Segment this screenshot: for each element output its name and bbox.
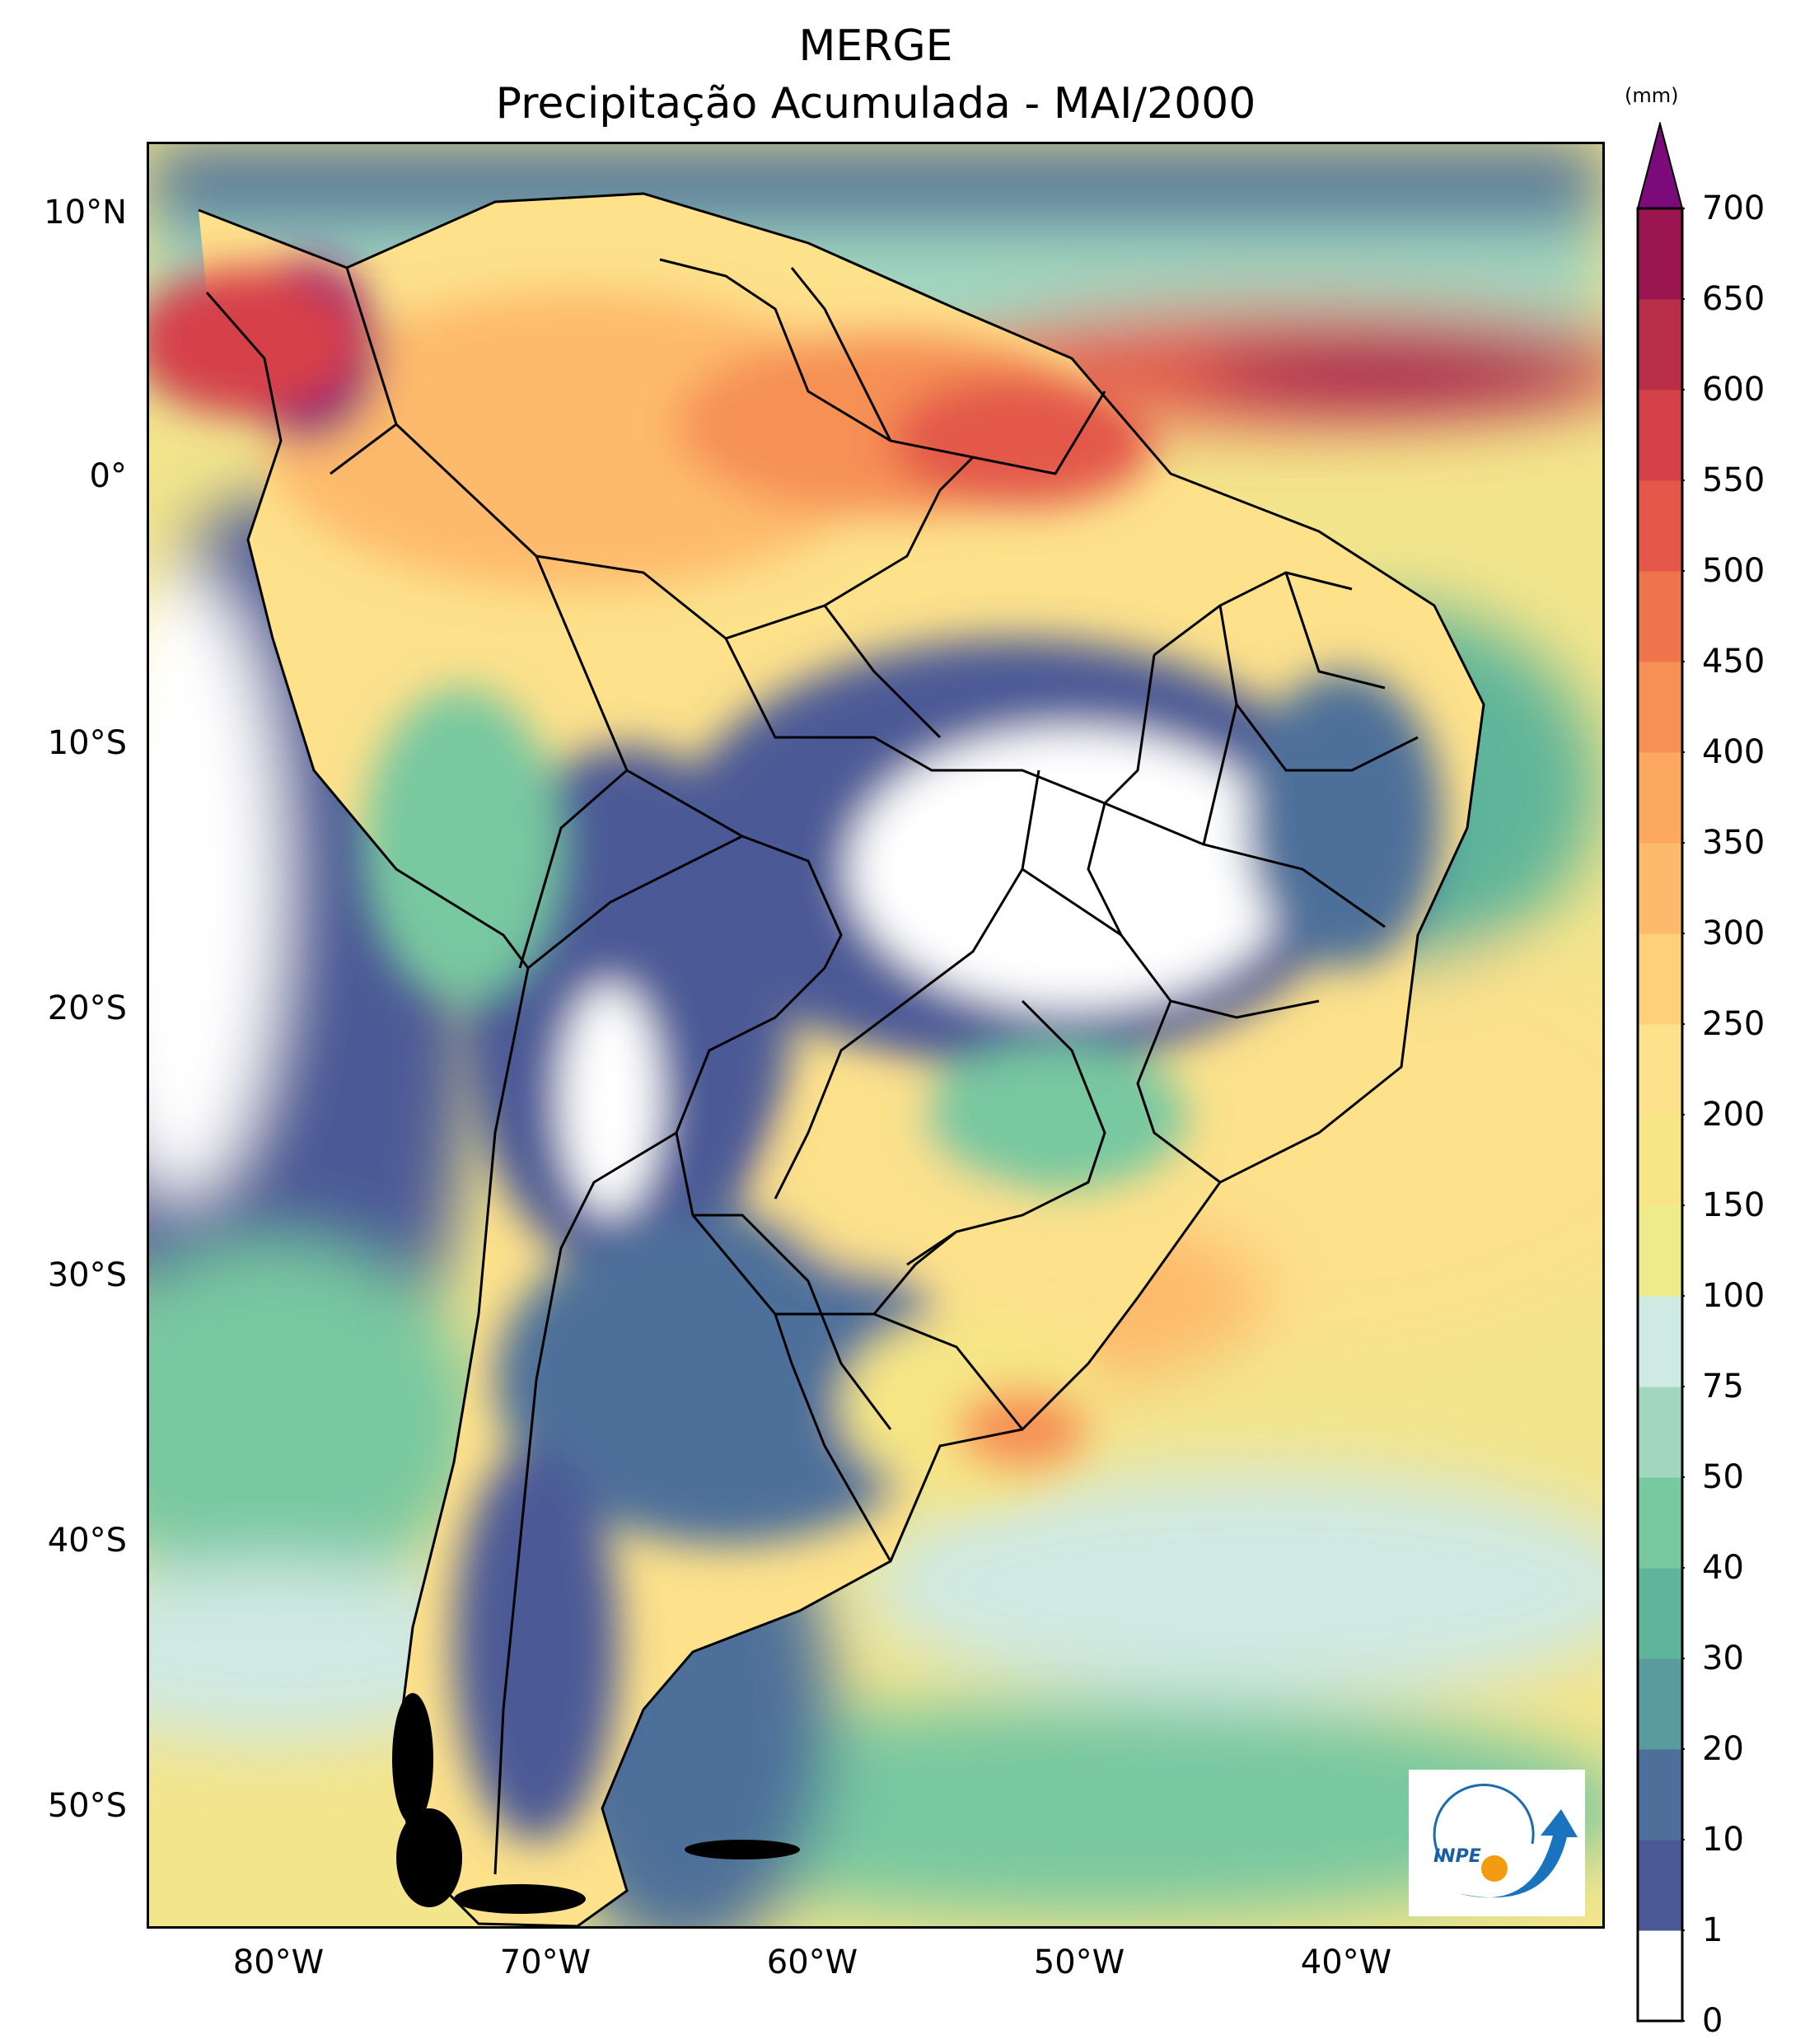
- colorbar-bin: [1638, 1658, 1682, 1750]
- colorbar-tick-label: 50: [1702, 1458, 1744, 1496]
- colorbar-tick-label: 450: [1702, 643, 1765, 681]
- colorbar-frame: [1636, 207, 1684, 2023]
- lat-label-10S: 10°S: [47, 724, 127, 762]
- colorbar-tick-label: 1: [1702, 1911, 1723, 1949]
- lat-label-20S: 20°S: [47, 989, 127, 1027]
- colorbar-tick-label: 100: [1702, 1277, 1765, 1315]
- colorbar-tick-label: 350: [1702, 824, 1765, 862]
- colorbar-tick-label: 250: [1702, 1005, 1765, 1043]
- colorbar-tick-label: 150: [1702, 1186, 1765, 1224]
- lon-label-50W: 50°W: [1033, 1943, 1125, 1981]
- colorbar-bin: [1638, 1930, 1682, 2022]
- colorbar-bin: [1638, 480, 1682, 572]
- colorbar-tick-label: 20: [1702, 1730, 1744, 1768]
- colorbar-bin: [1638, 843, 1682, 934]
- lon-label-60W: 60°W: [766, 1943, 858, 1981]
- colorbar-tick-label: 300: [1702, 914, 1765, 952]
- lat-label-10N: 10°N: [44, 194, 127, 232]
- colorbar-tick-label: 30: [1702, 1639, 1744, 1677]
- colorbar-tick-label: 650: [1702, 280, 1765, 318]
- map-title: MERGE: [798, 21, 953, 71]
- map-subtitle: Precipitação Acumulada - MAI/2000: [495, 79, 1256, 129]
- colorbar-bin: [1638, 933, 1682, 1025]
- colorbar-tick-label: 10: [1702, 1821, 1744, 1859]
- colorbar-bin: [1638, 299, 1682, 391]
- colorbar-unit: (mm): [1625, 84, 1679, 107]
- colorbar-extend-arrow: [1636, 122, 1684, 209]
- colorbar-bin: [1638, 571, 1682, 662]
- colorbar-bin: [1638, 1387, 1682, 1478]
- lat-label-40S: 40°S: [47, 1522, 127, 1560]
- colorbar-tick-label: 0: [1702, 2002, 1723, 2040]
- colorbar-bin: [1638, 1115, 1682, 1206]
- colorbar-tick-label: 550: [1702, 461, 1765, 499]
- lon-label-80W: 80°W: [232, 1943, 325, 1981]
- colorbar-tick-label: 600: [1702, 371, 1765, 409]
- colorbar-tick-label: 40: [1702, 1549, 1744, 1587]
- country-borders: [198, 192, 1485, 1926]
- lat-label-0: 0°: [89, 457, 127, 495]
- colorbar-bin: [1638, 1296, 1682, 1387]
- colorbar-tick-label: 75: [1702, 1368, 1744, 1406]
- inpe-logo-text: INPE: [1433, 1846, 1481, 1867]
- lat-label-50S: 50°S: [47, 1787, 127, 1825]
- colorbar-bin: [1638, 1749, 1682, 1841]
- inpe-logo-mark: INPE: [1433, 1784, 1578, 1898]
- colorbar-bin: [1638, 1024, 1682, 1116]
- colorbar: [1636, 122, 1685, 2023]
- colorbar-bin: [1638, 1205, 1682, 1297]
- map-canvas: [149, 144, 1602, 1926]
- colorbar-tick-label: 400: [1702, 733, 1765, 771]
- colorbar-bin: [1638, 390, 1682, 481]
- colorbar-tick-label: 500: [1702, 552, 1765, 590]
- colorbar-tick-label: 200: [1702, 1096, 1765, 1134]
- colorbar-bin: [1638, 1840, 1682, 1931]
- precipitation-map: [147, 142, 1605, 1929]
- inpe-logo: INPE: [1409, 1770, 1585, 1916]
- colorbar-bin: [1638, 752, 1682, 844]
- lat-label-30S: 30°S: [47, 1256, 127, 1294]
- colorbar-bin: [1638, 1477, 1682, 1569]
- coastal-islands: [392, 1693, 800, 1914]
- colorbar-bin: [1638, 662, 1682, 753]
- colorbar-bin: [1638, 1568, 1682, 1659]
- colorbar-tick-label: 700: [1702, 189, 1765, 227]
- lon-label-40W: 40°W: [1300, 1943, 1392, 1981]
- colorbar-bin: [1638, 208, 1682, 300]
- lon-label-70W: 70°W: [499, 1943, 592, 1981]
